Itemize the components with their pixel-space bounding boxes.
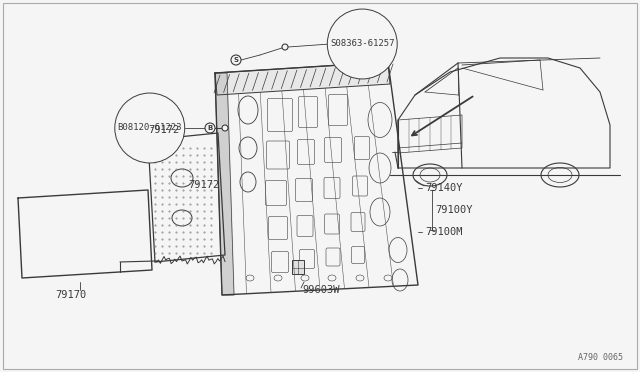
Ellipse shape bbox=[413, 164, 447, 186]
Text: B: B bbox=[207, 125, 212, 131]
Text: 79100Y: 79100Y bbox=[435, 205, 472, 215]
Text: B08120-61223: B08120-61223 bbox=[118, 124, 182, 132]
Circle shape bbox=[222, 125, 228, 131]
Circle shape bbox=[282, 44, 288, 50]
Polygon shape bbox=[215, 62, 390, 95]
Circle shape bbox=[205, 123, 215, 133]
Text: A790 0065: A790 0065 bbox=[578, 353, 623, 362]
Text: 79172: 79172 bbox=[188, 180, 220, 190]
Text: 79140Y: 79140Y bbox=[425, 183, 463, 193]
Ellipse shape bbox=[541, 163, 579, 187]
Text: S08363-61257: S08363-61257 bbox=[330, 39, 394, 48]
Polygon shape bbox=[215, 73, 234, 295]
Circle shape bbox=[231, 55, 241, 65]
Text: S: S bbox=[234, 57, 239, 63]
Ellipse shape bbox=[171, 169, 193, 187]
Text: 79100M: 79100M bbox=[425, 227, 463, 237]
Text: 79172: 79172 bbox=[148, 125, 179, 135]
Bar bbox=[292, 260, 304, 274]
Text: 99603W: 99603W bbox=[302, 285, 339, 295]
Ellipse shape bbox=[172, 210, 192, 226]
Text: 79170: 79170 bbox=[55, 290, 86, 300]
